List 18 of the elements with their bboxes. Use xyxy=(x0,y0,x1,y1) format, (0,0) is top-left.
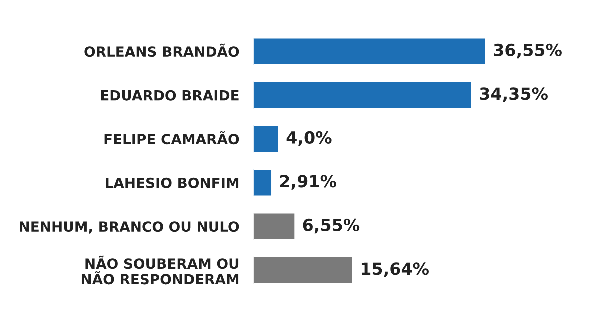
bar xyxy=(254,256,354,285)
data-label: 2,91% xyxy=(280,175,336,190)
y-tick-label: ORLEANS BRANDÃO xyxy=(84,44,240,58)
y-tick-label: EDUARDO BRAIDE xyxy=(101,90,239,101)
y-tick-label: LAHESIO BONFIM xyxy=(106,178,239,188)
y-tick-label: NENHUM, BRANCO OU NULO xyxy=(20,222,240,234)
bar xyxy=(254,37,487,66)
data-label: 15,64% xyxy=(362,262,429,278)
bar xyxy=(254,81,473,110)
data-label: 6,55% xyxy=(303,218,360,234)
bar xyxy=(254,168,273,198)
bar xyxy=(254,212,296,241)
y-tick-label: NÃO SOUBERAM OU NÃO RESPONDERAM xyxy=(82,256,239,285)
data-label: 36,55% xyxy=(494,44,562,59)
bar xyxy=(254,124,280,154)
data-label: 4,0% xyxy=(286,131,332,146)
data-label: 34,35% xyxy=(480,88,548,102)
y-tick-label: FELIPE CAMARÃO xyxy=(104,131,240,145)
